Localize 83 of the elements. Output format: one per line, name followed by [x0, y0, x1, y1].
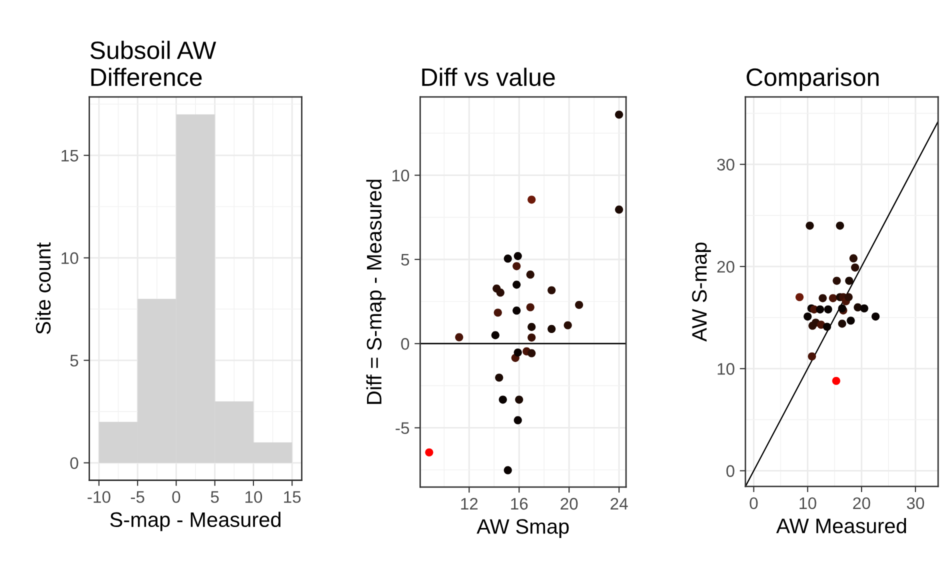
point: [548, 286, 556, 294]
x-tick-label: 0: [172, 491, 180, 503]
x-axis-title: AW Smap: [476, 519, 569, 538]
chart-title: Comparison: [746, 68, 879, 92]
point: [872, 312, 880, 321]
x-tick-label: 30: [906, 497, 924, 510]
point: [455, 333, 464, 342]
point: [512, 306, 521, 315]
point: [528, 334, 536, 342]
y-tick-label: 0: [726, 465, 734, 477]
chart-title: Subsoil AW Difference: [90, 40, 216, 86]
y-tick-label: -5: [396, 422, 410, 434]
point: [836, 222, 844, 230]
point: [528, 322, 536, 331]
point: [425, 448, 434, 456]
y-tick-label: 20: [717, 260, 734, 273]
point: [564, 321, 572, 330]
point: [832, 276, 841, 285]
x-axis-title: S-map - Measured: [110, 512, 280, 532]
point: [512, 280, 521, 289]
x-tick-label: 12: [461, 498, 478, 510]
point: [844, 293, 853, 302]
point: [496, 288, 504, 297]
y-axis-title: Site count: [35, 242, 51, 334]
chart-title: Diff vs value: [422, 68, 555, 86]
y-tick-label: 5: [401, 254, 410, 266]
x-tick-label: 20: [560, 498, 578, 510]
point: [512, 262, 521, 270]
point: [504, 254, 512, 263]
point: [846, 316, 855, 325]
point: [828, 294, 838, 302]
point: [528, 196, 536, 204]
point: [514, 348, 522, 357]
point: [614, 110, 624, 119]
x-tick-label: 24: [610, 498, 628, 510]
point: [528, 349, 536, 358]
point: [838, 320, 846, 328]
y-tick-label: 15: [62, 150, 78, 162]
y-tick-label: 10: [62, 252, 78, 264]
x-tick-label: 16: [511, 498, 528, 510]
x-tick-label: -10: [88, 491, 110, 503]
x-tick-label: -5: [130, 491, 144, 503]
y-tick-label: 5: [70, 354, 78, 367]
y-axis-title: AW S-map: [692, 242, 711, 342]
x-tick-label: 15: [284, 491, 301, 503]
point: [823, 322, 832, 331]
point: [816, 305, 824, 314]
point: [832, 376, 840, 385]
y-tick-label: 0: [401, 338, 410, 350]
point: [515, 396, 524, 404]
y-axis-title: Diff = S-map - Measured: [366, 180, 386, 404]
point: [548, 324, 556, 334]
x-tick-label: 20: [853, 497, 870, 510]
x-tick-label: 0: [750, 497, 758, 510]
y-tick-label: 30: [717, 158, 734, 171]
y-tick-label: 10: [392, 170, 410, 182]
point: [494, 308, 502, 317]
x-tick-label: 10: [800, 497, 816, 510]
point: [818, 294, 827, 302]
point: [526, 303, 534, 312]
point: [575, 300, 584, 309]
point: [804, 312, 812, 321]
point: [504, 466, 512, 474]
point: [526, 270, 534, 279]
x-tick-label: 10: [245, 491, 262, 503]
point: [495, 374, 504, 382]
x-axis-title: AW Measured: [776, 518, 906, 534]
x-tick-label: 5: [210, 491, 219, 503]
point: [845, 276, 854, 285]
point: [851, 263, 860, 272]
point: [498, 396, 507, 404]
point: [614, 206, 624, 214]
y-tick-label: 0: [70, 457, 78, 470]
y-tick-label: 10: [718, 363, 734, 375]
point: [491, 331, 500, 340]
point: [806, 222, 814, 230]
point: [514, 252, 522, 260]
point: [808, 352, 816, 360]
point: [860, 304, 868, 312]
point: [824, 305, 832, 314]
point: [514, 416, 522, 424]
point: [796, 293, 804, 302]
point: [849, 254, 858, 262]
